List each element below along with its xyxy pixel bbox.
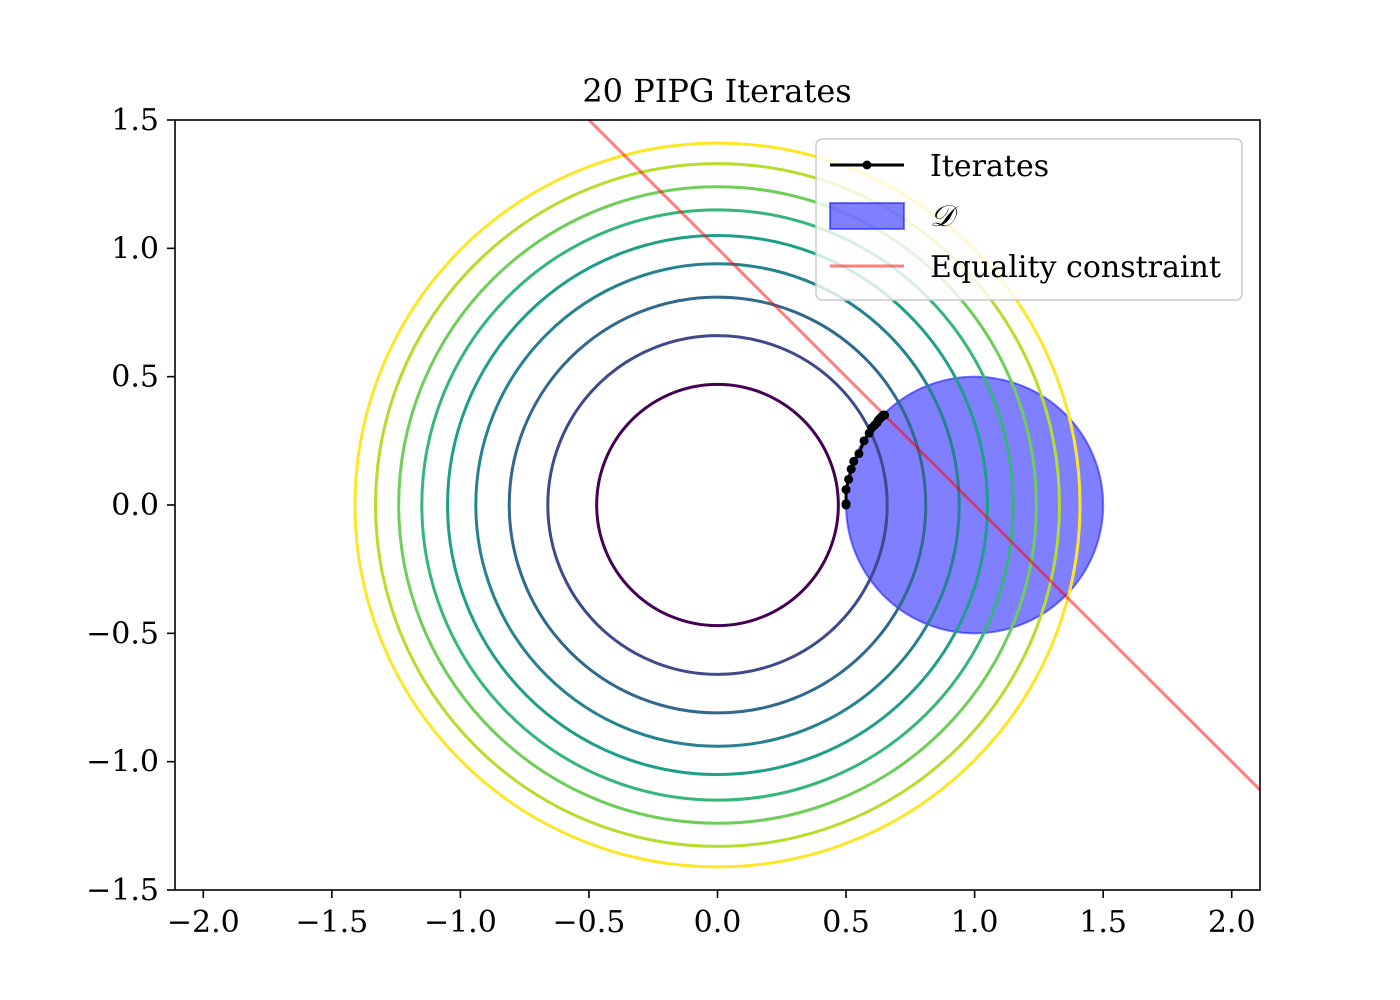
iterate-point [841,485,851,495]
x-tick-label: −0.5 [553,905,626,940]
legend-label-constraint: Equality constraint [930,250,1221,285]
y-tick-label: −1.5 [86,873,159,908]
iterate-point [849,456,859,466]
iterate-point [846,464,856,474]
contour-ring-2 [546,334,889,676]
x-tick-label: −1.0 [424,905,497,940]
iterate-point [841,499,851,509]
x-tick-label: 0.0 [694,905,742,940]
contour-ring-6 [420,208,1015,802]
legend-iterates-marker [862,160,872,170]
iterate-point [859,436,869,446]
iterate-point [854,449,864,459]
contour-ring-5 [446,234,989,776]
y-tick-label: 1.0 [111,231,159,266]
y-tick-label: 0.5 [111,360,159,395]
x-tick-label: 0.5 [822,905,870,940]
legend-d-patch [829,202,905,230]
x-tick-label: −1.5 [295,905,368,940]
contour-ring-4 [474,262,961,748]
y-tick-label: 0.0 [111,488,159,523]
x-axis: −2.0 −1.5 −1.0 −0.5 0.0 0.5 1.0 1.5 2.0 [167,890,1256,940]
contour-ring-7 [397,185,1038,825]
y-axis: −1.5 −1.0 −0.5 0.0 0.5 1.0 1.5 [86,103,175,908]
y-tick-label: −0.5 [86,616,159,651]
legend: Iterates 𝒟 Equality constraint [815,138,1243,301]
contour-ring-1 [595,382,840,628]
chart-title: 20 PIPG Iterates [582,72,851,110]
y-tick-label: −1.0 [86,745,159,780]
y-tick-label: 1.5 [111,103,159,138]
iterate-point [880,410,890,420]
contour-ring-3 [507,295,928,715]
legend-label-iterates: Iterates [930,149,1049,184]
contour-ring-8 [374,162,1061,848]
x-tick-label: 1.5 [1079,905,1127,940]
legend-box [815,138,1243,301]
contour-ring-9 [353,141,1082,869]
equality-constraint-line [587,120,1260,791]
x-tick-label: −2.0 [167,905,240,940]
plot-area [353,120,1260,869]
x-tick-label: 1.0 [951,905,999,940]
iterate-point [844,474,854,484]
x-tick-label: 2.0 [1208,905,1256,940]
